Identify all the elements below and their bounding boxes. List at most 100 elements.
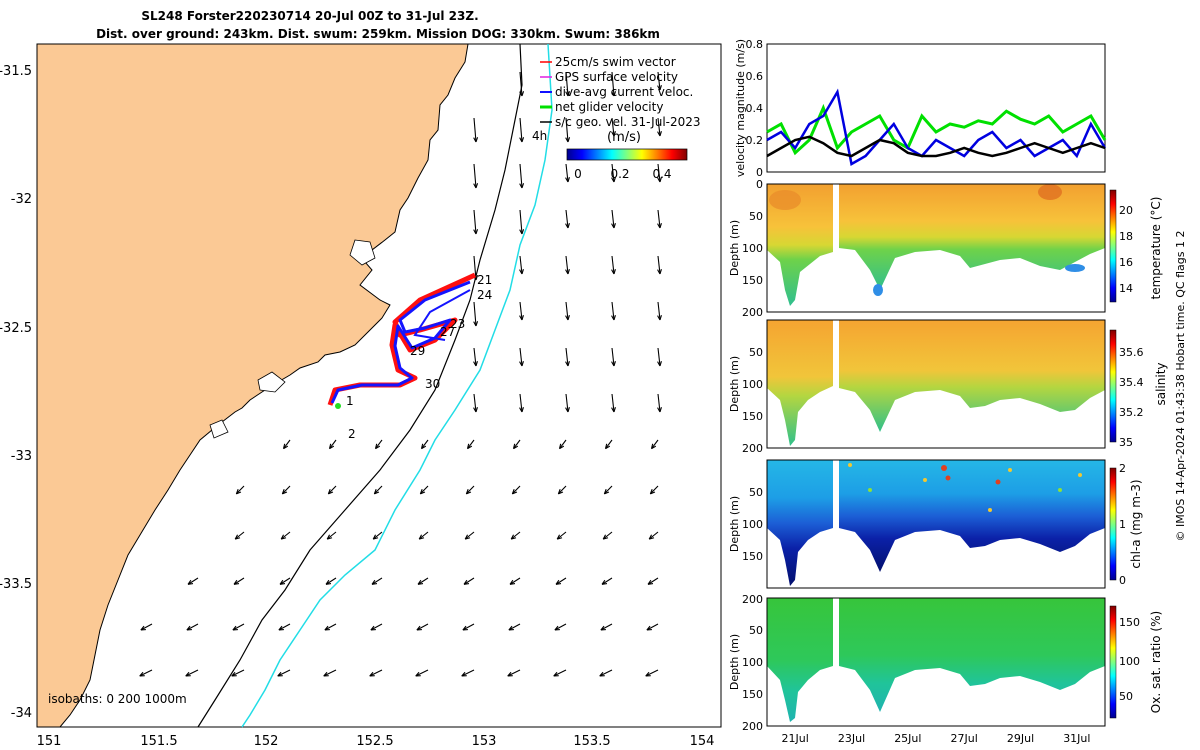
current-arrow [419,485,429,495]
current-arrow [461,669,475,677]
colorbar-tick: 0.2 [610,167,629,181]
current-arrow [565,71,571,97]
current-arrow [463,577,475,585]
land-mass [36,43,469,728]
svg-text:s/c geo. vel. 31-Jul-2023: s/c geo. vel. 31-Jul-2023 [555,115,701,129]
svg-text:150: 150 [742,410,763,423]
current-arrow [519,301,524,321]
colorbar-unit-label: (m/s) [607,130,641,145]
current-arrow [519,163,525,189]
current-arrow [372,531,383,540]
isobath-1000m [241,43,553,728]
svg-text:18: 18 [1119,230,1133,243]
current-arrow [140,623,153,631]
current-arrow [473,117,479,143]
current-arrow [611,301,616,321]
current-arrow [323,669,337,677]
current-arrow [565,347,570,367]
lat-tick: -32.5 [0,321,32,336]
svg-text:150: 150 [742,550,763,563]
figure-title-line2: Dist. over ground: 243km. Dist. swum: 25… [96,27,660,41]
current-arrow [324,623,337,631]
day-label: 24 [477,288,492,302]
current-arrow [558,439,567,450]
footer-credit: © IMOS 14-Apr-2024 01:43:38 Hobart time.… [1174,231,1187,542]
current-arrow [649,485,659,495]
day-label: 30 [425,377,440,391]
isobath-200m [197,43,523,728]
current-arrow [611,347,616,367]
svg-text:1: 1 [1119,518,1126,531]
current-arrow [232,623,245,631]
svg-text:0.8: 0.8 [746,38,764,51]
current-arrow [420,439,429,450]
svg-text:150: 150 [742,274,763,287]
date-axis-ticks: 21Jul 23Jul 25Jul 27Jul 29Jul 31Jul [782,732,1091,745]
current-arrow [657,347,662,367]
current-arrow [281,485,291,495]
day-label: 1 [346,394,354,408]
current-arrow [370,623,383,631]
lon-tick: 153 [472,734,497,749]
current-arrow [604,439,613,450]
svg-text:16: 16 [1119,256,1133,269]
current-arrow [519,347,524,367]
isobaths-label: isobaths: 0 200 1000m [48,692,187,706]
svg-text:20: 20 [1119,204,1133,217]
svg-text:0.2: 0.2 [746,134,764,147]
lon-tick: 152.5 [356,734,393,749]
current-arrow [418,531,429,540]
current-arrow [507,669,521,677]
date-tick: 25Jul [894,732,921,745]
current-arrow [611,117,616,137]
current-arrow [373,485,383,495]
oxygen-panel: Depth (m) 50 100 150 200 50 100 150 Ox. … [728,597,1163,745]
current-arrow [235,485,245,495]
current-arrow [187,577,199,585]
current-arrow [519,393,524,413]
svg-text:50: 50 [749,346,763,359]
current-arrow [565,163,570,183]
glider-track [327,272,477,409]
current-arrow [657,301,662,321]
colorbar-tick: 0.4 [652,167,671,181]
date-tick: 27Jul [951,732,978,745]
svg-text:50: 50 [749,210,763,223]
current-arrow [508,623,521,631]
current-arrow [473,301,479,327]
svg-text:100: 100 [1119,655,1140,668]
current-arrow [555,577,567,585]
legend-geostrophic-velocity: s/c geo. vel. 31-Jul-2023 [540,115,701,129]
current-arrow [554,623,567,631]
legend-net-glider-velocity: net glider velocity [540,100,663,114]
velocity-panel: velocity magnitude (m/s) 0.8 0.6 0.4 0.2… [734,38,1107,179]
chl-colorbar-label: chl-a (mg m-3) [1129,479,1143,568]
current-arrow [519,255,524,275]
date-tick: 21Jul [782,732,809,745]
current-arrow [645,669,659,677]
current-arrow [464,531,475,540]
current-arrow [557,485,567,495]
svg-text:200: 200 [742,306,763,319]
depth-ylabel: Depth (m) [728,220,741,276]
svg-text:35.4: 35.4 [1119,376,1144,389]
hours-label: 4h [532,129,547,143]
svg-text:35.6: 35.6 [1119,346,1144,359]
lat-tick: -31.5 [0,64,32,79]
current-arrow [282,439,291,450]
date-tick: 29Jul [1007,732,1034,745]
svg-text:100: 100 [742,656,763,669]
current-arrow [462,623,475,631]
current-vector-field [139,71,662,677]
current-arrow [466,439,475,450]
legend-dive-avg-current: dive-avg current veloc. [540,85,693,99]
svg-text:0.6: 0.6 [746,70,764,83]
velocity-ylabel: velocity magnitude (m/s) [734,39,747,177]
svg-text:GPS surface velocity: GPS surface velocity [555,70,678,84]
current-arrow [599,669,613,677]
svg-text:net glider velocity: net glider velocity [555,100,663,114]
svg-text:2: 2 [1119,462,1126,475]
current-arrow [473,209,479,235]
current-arrow [602,531,613,540]
current-arrow [327,485,337,495]
